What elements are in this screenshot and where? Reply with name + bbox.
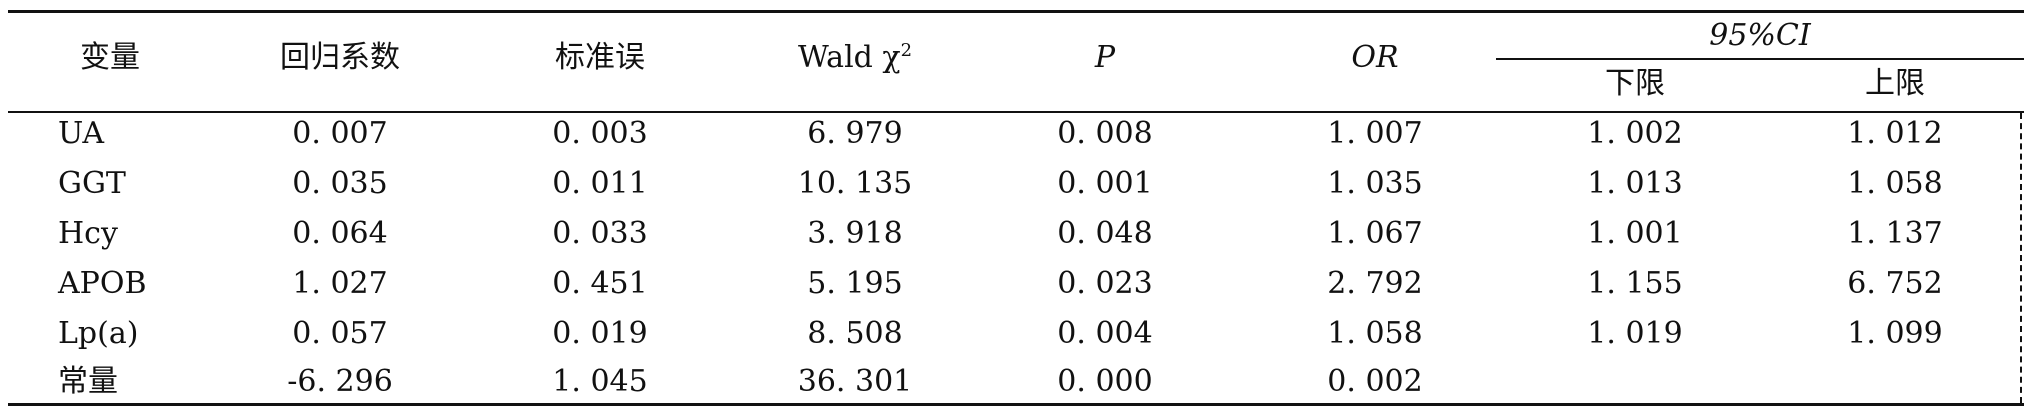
header-coef: 回归系数: [280, 40, 400, 75]
row-5-coef: 0. 057: [292, 316, 388, 351]
ci-group-rule: [1496, 58, 2024, 60]
header-wald-text: Wald χ2: [798, 40, 912, 76]
header-rule: [8, 111, 2024, 113]
row-4-variable: APOB: [58, 266, 147, 301]
row-1-se: 0. 003: [552, 116, 648, 151]
header-variable: 变量: [80, 40, 140, 75]
row-3-coef: 0. 064: [292, 216, 388, 251]
row-5-se: 0. 019: [552, 316, 648, 351]
header-or: OR: [1351, 40, 1399, 75]
row-4-ci-lower: 1. 155: [1587, 266, 1683, 301]
row-2-variable: GGT: [58, 166, 126, 201]
row-4-or: 2. 792: [1327, 266, 1423, 301]
row-1-p: 0. 008: [1057, 116, 1153, 151]
row-3-se: 0. 033: [552, 216, 648, 251]
row-1-wald: 6. 979: [807, 116, 903, 151]
row-2-p: 0. 001: [1057, 166, 1153, 201]
row-1-ci-lower: 1. 002: [1587, 116, 1683, 151]
row-5-wald: 8. 508: [807, 316, 903, 351]
row-6-wald: 36. 301: [797, 364, 913, 399]
header-wald-prefix: Wald χ: [797, 40, 901, 75]
row-5-ci-upper: 1. 099: [1847, 316, 1943, 351]
row-2-or: 1. 035: [1327, 166, 1423, 201]
header-se: 标准误: [555, 40, 645, 75]
header-ci-upper: 上限: [1865, 66, 1925, 101]
row-4-se: 0. 451: [552, 266, 648, 301]
header-wald-sup: 2: [900, 40, 913, 61]
row-4-p: 0. 023: [1057, 266, 1153, 301]
row-1-variable: UA: [58, 116, 105, 151]
row-3-p: 0. 048: [1057, 216, 1153, 251]
row-6-coef: -6. 296: [287, 364, 393, 399]
header-ci-lower: 下限: [1605, 66, 1665, 101]
row-6-variable: 常量: [58, 364, 118, 399]
row-6-p: 0. 000: [1057, 364, 1153, 399]
row-4-wald: 5. 195: [807, 266, 903, 301]
row-1-coef: 0. 007: [292, 116, 388, 151]
row-2-coef: 0. 035: [292, 166, 388, 201]
top-rule: [8, 10, 2024, 13]
row-3-ci-upper: 1. 137: [1847, 216, 1943, 251]
row-6-ci-lower: [1540, 364, 1730, 400]
row-1-ci-upper: 1. 012: [1847, 116, 1943, 151]
row-3-or: 1. 067: [1327, 216, 1423, 251]
row-5-or: 1. 058: [1327, 316, 1423, 351]
row-4-ci-upper: 6. 752: [1847, 266, 1943, 301]
row-6-ci-upper: [1800, 364, 1990, 400]
row-5-variable: Lp(a): [58, 316, 139, 351]
dashed-edge: [2020, 113, 2022, 403]
header-ci-group: 95%CI: [1709, 18, 1811, 53]
row-3-wald: 3. 918: [807, 216, 903, 251]
row-3-variable: Hcy: [58, 216, 118, 251]
row-4-coef: 1. 027: [292, 266, 388, 301]
row-2-wald: 10. 135: [797, 166, 913, 201]
row-1-or: 1. 007: [1327, 116, 1423, 151]
row-6-or: 0. 002: [1327, 364, 1423, 399]
row-5-p: 0. 004: [1057, 316, 1153, 351]
row-5-ci-lower: 1. 019: [1587, 316, 1683, 351]
row-2-ci-lower: 1. 013: [1587, 166, 1683, 201]
row-2-se: 0. 011: [552, 166, 648, 201]
row-2-ci-upper: 1. 058: [1847, 166, 1943, 201]
row-6-se: 1. 045: [552, 364, 648, 399]
bottom-rule: [8, 403, 2024, 406]
header-p: P: [1094, 40, 1116, 75]
header-wald: Wald χ2: [735, 40, 975, 76]
row-3-ci-lower: 1. 001: [1587, 216, 1683, 251]
